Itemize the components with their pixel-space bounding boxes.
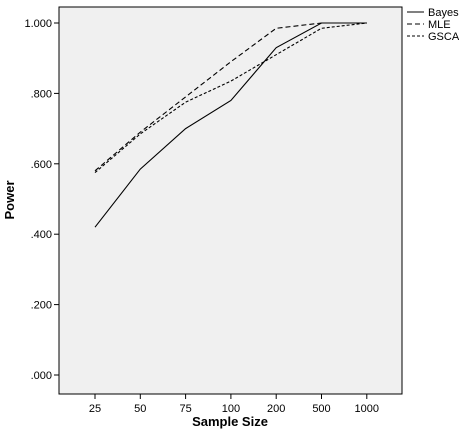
x-tick-label: 100: [222, 403, 240, 415]
series-lines: [94, 22, 367, 228]
y-tick-label: .600: [31, 159, 52, 171]
legend-label-bayes: Bayes: [428, 7, 459, 19]
legend-label-mle: MLE: [428, 19, 451, 31]
x-axis-title: Sample Size: [192, 414, 268, 429]
x-tick-label: 200: [267, 403, 285, 415]
x-tick-label: 50: [134, 403, 146, 415]
plot-area-background: [58, 6, 403, 395]
y-tick-label: .200: [31, 300, 52, 312]
y-axis-title: Power: [2, 180, 17, 219]
x-tick-label: 500: [312, 403, 330, 415]
y-tick-label: .400: [31, 229, 52, 241]
y-axis-ticks: .000 .200 .400 .600 .800 1.000: [24, 18, 59, 382]
x-tick-label: 75: [179, 403, 191, 415]
series-line-mle: [94, 22, 367, 172]
legend-label-gsca: GSCA: [428, 31, 459, 43]
x-tick-label: 1000: [355, 403, 379, 415]
x-axis-ticks: 25 50 75 100 200 500 1000: [89, 394, 379, 415]
y-tick-label: .000: [31, 370, 52, 382]
y-tick-label: .800: [31, 88, 52, 100]
y-tick-label: 1.000: [24, 18, 52, 30]
x-tick-label: 25: [89, 403, 101, 415]
